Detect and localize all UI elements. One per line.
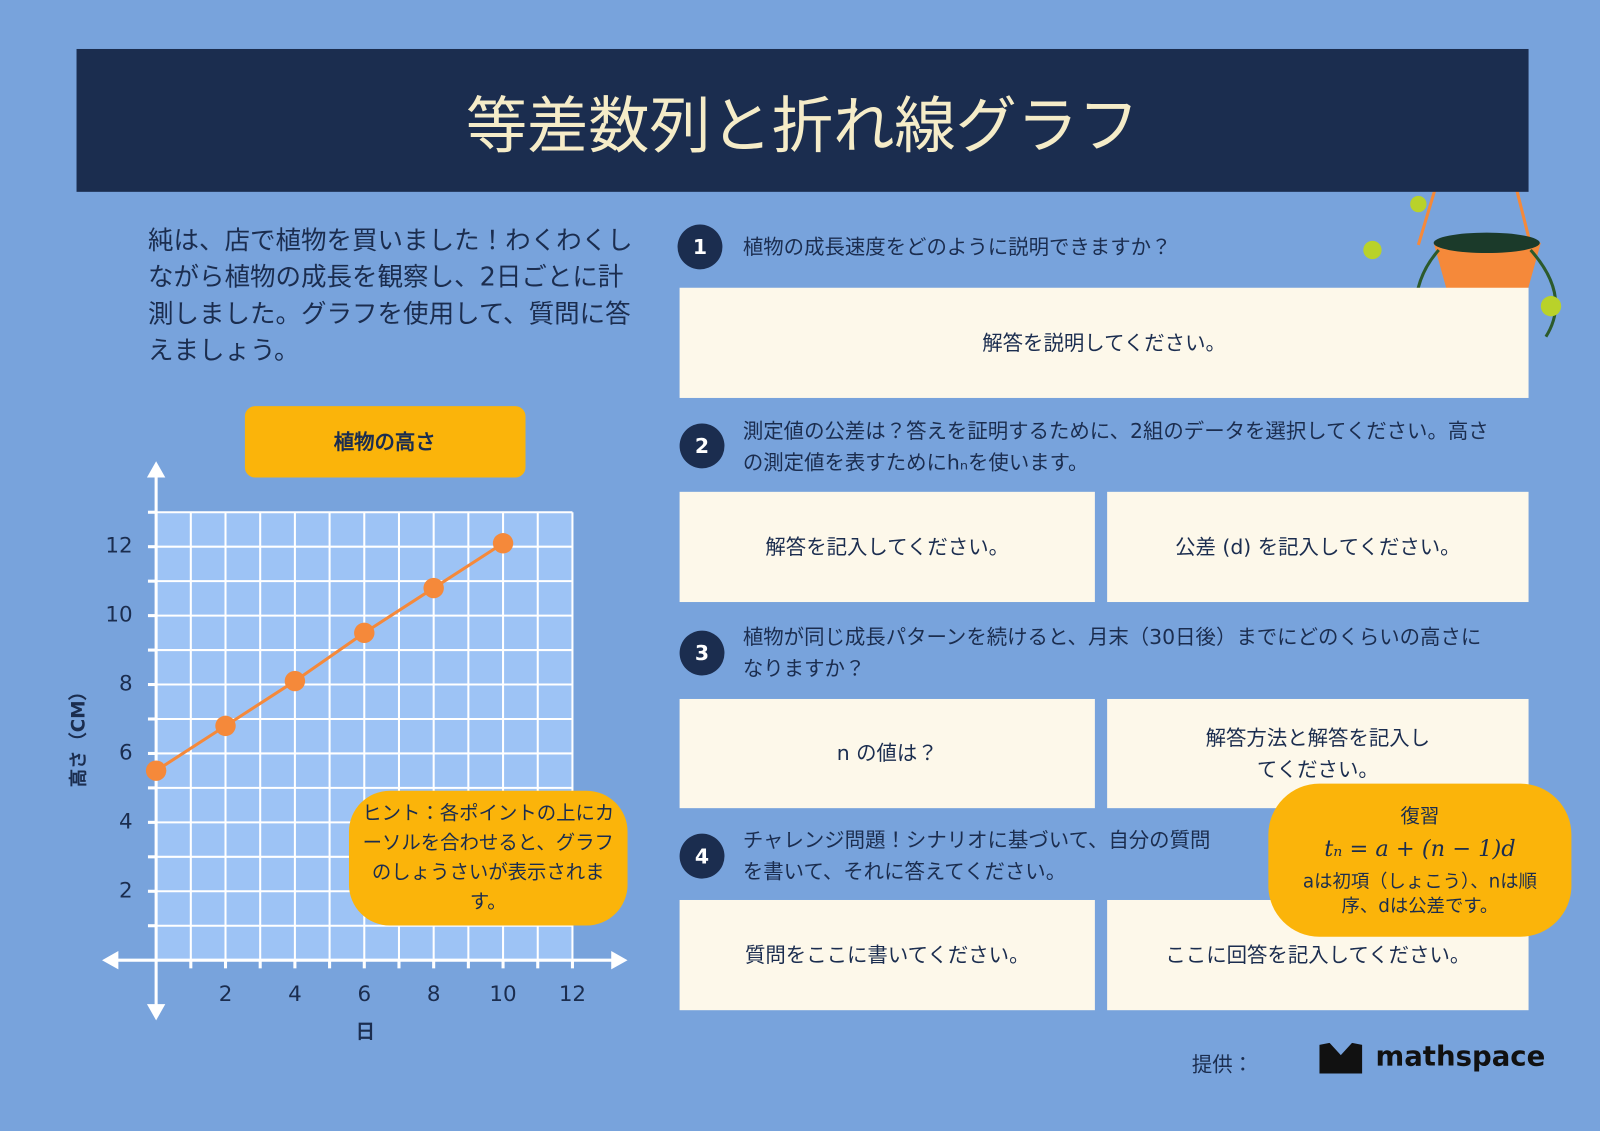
answer-box[interactable]: n の値は？: [679, 698, 1095, 809]
review-title: 復習: [1400, 805, 1440, 828]
x-tick-label: 6: [357, 982, 371, 1007]
intro: 純は、店で植物を買いました！わくわくしながら植物の成長を観察し、2日ごとに計測し…: [147, 225, 633, 366]
title: 等差数列と折れ線グラフ: [76, 48, 1529, 192]
point: [145, 760, 167, 781]
x-tick-label: 8: [427, 982, 441, 1007]
question-number: 2: [679, 423, 725, 469]
point: [354, 622, 375, 644]
y-tick-label: 6: [119, 740, 133, 765]
answer-box[interactable]: 解答を説明してください。: [679, 287, 1529, 398]
x-tick-label: 12: [559, 982, 586, 1007]
chart-title: 植物の高さ: [334, 430, 436, 454]
question: 植物の成長速度をどのように説明できますか？: [742, 234, 1172, 260]
y-tick-label: 4: [119, 809, 133, 834]
y-tick-label: 10: [105, 603, 132, 628]
logo-icon: [1319, 1042, 1363, 1074]
question-number: 4: [679, 833, 725, 879]
x-tick-label: 4: [288, 982, 302, 1007]
answer-box[interactable]: 質問をここに書いてください。: [679, 899, 1095, 1011]
credit: 提供：: [1191, 1052, 1254, 1077]
point: [215, 715, 236, 737]
point: [492, 533, 514, 554]
review: 復習 tₙ = a + (n − 1)d aは初項（しょこう）、nは順序、dは公…: [1268, 783, 1572, 937]
plot: 2 4 6 8 10 12 2 4 6 8 10 12: [102, 461, 628, 1021]
point: [423, 577, 444, 599]
review-note: aは初項（しょこう）、nは順序、dは公差です。: [1302, 871, 1537, 918]
review-formula: tₙ = a + (n − 1)d: [1324, 836, 1516, 863]
brand: mathspace: [1375, 1040, 1546, 1073]
y-tick-label: 8: [119, 672, 133, 697]
x-axis-label: 日: [356, 1020, 375, 1043]
question: 測定値の公差は？答えを証明するために、2組のデータを選択してください。高さの測定…: [742, 418, 1489, 475]
point: [284, 670, 306, 692]
y-axis-label: 高さ（CM）: [68, 682, 90, 787]
question: チャレンジ問題！シナリオに基づいて、自分の質問を書いて、それに答えてください。: [742, 827, 1211, 884]
question-number: 1: [677, 224, 723, 270]
chart-title-box: [244, 406, 526, 478]
question-number: 3: [679, 630, 725, 676]
answer-box[interactable]: 解答を記入してください。: [679, 491, 1095, 603]
x-tick-label: 2: [219, 982, 233, 1007]
line: [155, 541, 504, 772]
hint: ヒント：各ポイントの上にカーソルを合わせると、グラフのしょうさいが表示されます。: [348, 790, 628, 926]
question: 植物が同じ成長パターンを続けると、月末（30日後）までにどのくらいの高さになりま…: [742, 624, 1482, 681]
y-tick-label: 2: [119, 878, 133, 903]
answer-box[interactable]: 公差 (d) を記入してください。: [1107, 491, 1529, 603]
x-tick-label: 10: [489, 982, 516, 1007]
y-tick-label: 12: [105, 534, 132, 559]
